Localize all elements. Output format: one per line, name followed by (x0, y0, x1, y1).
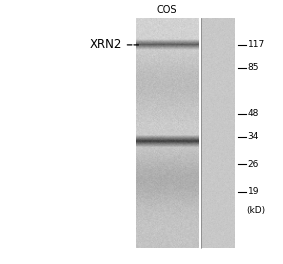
Text: 19: 19 (248, 187, 259, 196)
Text: (kD): (kD) (246, 206, 265, 215)
Text: XRN2: XRN2 (89, 38, 122, 51)
Text: 48: 48 (248, 109, 259, 118)
Text: 34: 34 (248, 132, 259, 141)
Text: 85: 85 (248, 63, 259, 72)
Text: 117: 117 (248, 40, 265, 49)
Text: 26: 26 (248, 160, 259, 169)
Text: COS: COS (157, 4, 177, 15)
